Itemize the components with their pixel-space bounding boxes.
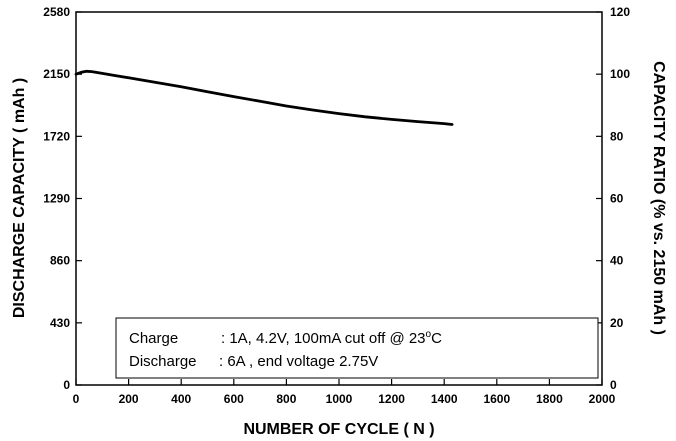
y-tick-label-3: 1290 [43, 192, 70, 206]
y-axis-ticks: 0 430 860 1290 1720 2150 2580 [43, 5, 82, 392]
x-tick-label-7: 1400 [431, 392, 458, 406]
x-tick-label-5: 1000 [326, 392, 353, 406]
x-tick-label-0: 0 [73, 392, 80, 406]
x-tick-label-2: 400 [171, 392, 191, 406]
y2-tick-label-6: 120 [610, 5, 630, 19]
y2-axis-ticks: 0 20 40 60 80 100 120 [596, 5, 630, 392]
x-tick-label-1: 200 [119, 392, 139, 406]
y2-tick-label-1: 20 [610, 316, 624, 330]
charge-degree-sup: o [426, 329, 432, 340]
charge-degree-unit: C [431, 330, 442, 347]
y-tick-label-6: 2580 [43, 5, 70, 19]
series-group [74, 69, 454, 126]
charge-value-text: : 1A, 4.2V, 100mA cut off @ 23 [221, 330, 426, 347]
discharge-value: : 6A , end voltage 2.75V [219, 353, 378, 370]
x-tick-label-10: 2000 [589, 392, 616, 406]
y-tick-label-4: 1720 [43, 129, 70, 143]
conditions-box: Charge : 1A, 4.2V, 100mA cut off @ 23oC … [115, 317, 599, 379]
conditions-box-frame [115, 317, 599, 379]
y-tick-label-2: 860 [50, 254, 70, 268]
x-tick-label-6: 1200 [378, 392, 405, 406]
x-tick-label-4: 800 [276, 392, 296, 406]
y-tick-label-5: 2150 [43, 67, 70, 81]
series-line-0 [74, 69, 454, 126]
x-axis-title: NUMBER OF CYCLE ( N ) [243, 421, 434, 438]
y2-axis-title: CAPACITY RATIO (% vs. 2150 mAh ) [650, 61, 667, 335]
charge-value: : 1A, 4.2V, 100mA cut off @ 23oC [221, 329, 442, 347]
y2-tick-label-0: 0 [610, 378, 617, 392]
y-tick-label-0: 0 [63, 378, 70, 392]
y2-tick-label-4: 80 [610, 129, 624, 143]
x-tick-label-3: 600 [224, 392, 244, 406]
discharge-label: Discharge [129, 353, 197, 370]
y2-tick-label-2: 40 [610, 254, 624, 268]
x-tick-label-8: 1600 [483, 392, 510, 406]
charge-label: Charge [129, 330, 178, 347]
x-tick-label-9: 1800 [536, 392, 563, 406]
y2-tick-label-3: 60 [610, 192, 624, 206]
y-axis-title: DISCHARGE CAPACITY ( mAh ) [11, 78, 28, 318]
y-tick-label-1: 430 [50, 316, 70, 330]
x-axis-ticks: 0 200 400 600 800 1000 1200 1400 1600 1800 2000 [73, 379, 616, 406]
y2-tick-label-5: 100 [610, 67, 630, 81]
